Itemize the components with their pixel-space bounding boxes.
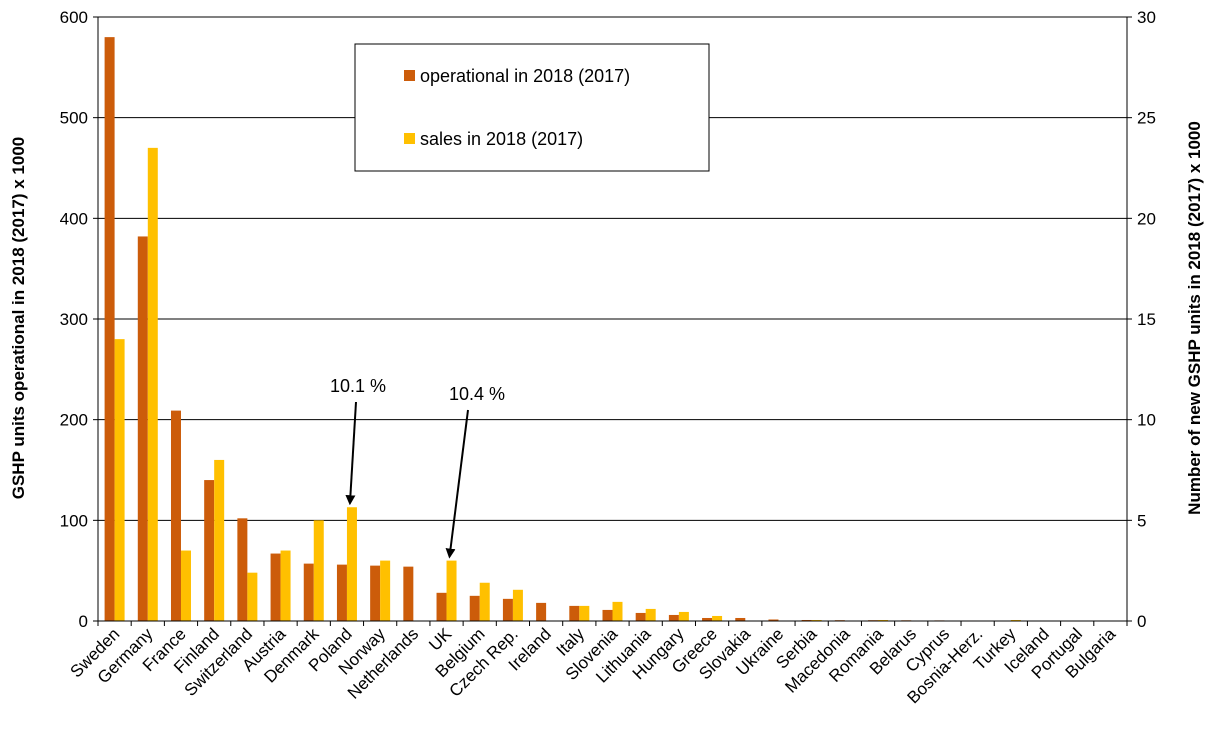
legend-swatch-sales xyxy=(404,133,415,144)
bar-operational-hungary xyxy=(668,614,679,621)
y-tick-label: 100 xyxy=(60,511,88,530)
bar-sales-switzerland xyxy=(247,572,258,621)
y2-tick-label: 15 xyxy=(1137,310,1156,329)
bar-sales-germany xyxy=(147,147,158,621)
y-tick-label: 300 xyxy=(60,310,88,329)
legend: operational in 2018 (2017) sales in 2018… xyxy=(354,43,710,172)
bar-operational-germany xyxy=(137,236,148,621)
bar-operational-lithuania xyxy=(635,612,646,621)
y-tick-label: 0 xyxy=(79,612,88,631)
y2-axis-title: Number of new GSHP units in 2018 (2017) … xyxy=(1185,121,1204,515)
bar-operational-czech-rep- xyxy=(502,598,513,621)
bar-sales-greece xyxy=(712,615,723,621)
bar-operational-sweden xyxy=(104,37,115,621)
bar-operational-france xyxy=(170,410,181,621)
annotation-poland-label: 10.1 % xyxy=(330,376,386,396)
bar-operational-austria xyxy=(270,553,281,621)
axes xyxy=(93,16,1132,626)
bar-operational-switzerland xyxy=(237,518,248,621)
y2-tick-label: 10 xyxy=(1137,411,1156,430)
bar-operational-finland xyxy=(204,480,215,621)
bar-sales-france xyxy=(180,550,191,621)
y2-tick-label: 0 xyxy=(1137,612,1146,631)
bar-operational-slovenia xyxy=(602,609,613,621)
bar-operational-norway xyxy=(370,565,381,621)
bar-sales-uk xyxy=(446,560,457,621)
bar-sales-slovenia xyxy=(612,601,623,621)
y-axis-title: GSHP units operational in 2018 (2017) x … xyxy=(9,137,28,500)
bar-sales-czech-rep- xyxy=(512,589,523,621)
bars xyxy=(104,37,1121,621)
bar-sales-hungary xyxy=(678,611,689,621)
bar-sales-austria xyxy=(280,550,291,621)
legend-box xyxy=(354,43,710,172)
bar-operational-italy xyxy=(569,605,580,621)
bar-operational-poland xyxy=(336,564,347,621)
annotations: 10.1 % 10.4 % xyxy=(330,376,505,559)
bar-sales-italy xyxy=(579,605,590,621)
bar-operational-serbia xyxy=(801,619,812,621)
bar-operational-netherlands xyxy=(403,566,414,621)
bar-sales-poland xyxy=(346,507,357,621)
y2-tick-label: 20 xyxy=(1137,209,1156,228)
legend-swatch-operational xyxy=(404,70,415,81)
bar-sales-norway xyxy=(380,560,391,621)
bar-sales-denmark xyxy=(313,520,324,621)
bar-operational-ireland xyxy=(536,602,547,621)
legend-label-sales: sales in 2018 (2017) xyxy=(420,129,583,149)
bar-sales-turkey xyxy=(1010,619,1021,621)
annotation-uk-arrow xyxy=(445,409,469,559)
bar-operational-slovakia xyxy=(735,617,746,621)
bar-operational-ukraine xyxy=(768,619,779,621)
bar-sales-belgium xyxy=(479,582,490,621)
y2-tick-label: 5 xyxy=(1137,511,1146,530)
bar-sales-serbia xyxy=(811,619,822,621)
bar-sales-finland xyxy=(214,459,225,621)
bar-sales-romania xyxy=(878,619,889,621)
bar-operational-uk xyxy=(436,592,447,621)
bar-sales-sweden xyxy=(114,339,125,621)
y-tick-label: 400 xyxy=(60,209,88,228)
y-tick-label: 200 xyxy=(60,411,88,430)
bar-operational-greece xyxy=(702,617,713,621)
annotation-poland-arrow xyxy=(345,401,357,506)
annotation-uk-label: 10.4 % xyxy=(449,384,505,404)
legend-label-operational: operational in 2018 (2017) xyxy=(420,66,630,86)
y2-tick-label: 30 xyxy=(1137,8,1156,27)
bar-operational-denmark xyxy=(303,563,314,621)
bar-operational-belgium xyxy=(469,595,480,621)
y-tick-label: 600 xyxy=(60,8,88,27)
bar-sales-lithuania xyxy=(645,608,656,621)
y2-tick-label: 25 xyxy=(1137,109,1156,128)
y-tick-label: 500 xyxy=(60,109,88,128)
